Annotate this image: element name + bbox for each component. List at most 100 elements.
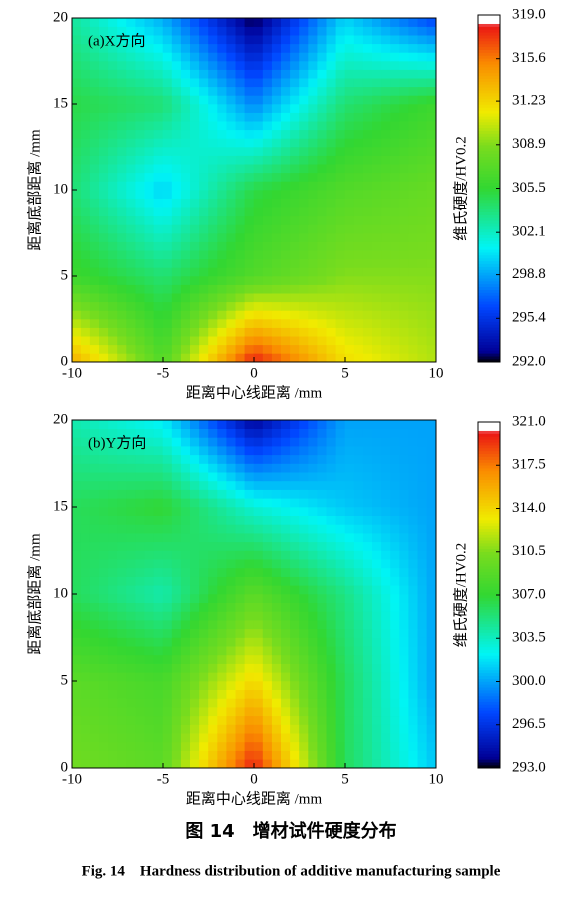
contour-cell	[180, 619, 191, 630]
contour-cell	[390, 198, 400, 208]
contour-cell	[426, 428, 437, 438]
contour-cell	[144, 454, 155, 464]
contour-cell	[108, 602, 118, 612]
contour-cell	[326, 619, 337, 630]
contour-cell	[190, 619, 200, 630]
contour-cell	[89, 301, 100, 311]
contour-cell	[117, 732, 127, 743]
colorbar-swatch	[478, 678, 500, 682]
contour-cell	[271, 95, 282, 105]
contour-cell	[190, 206, 200, 217]
contour-cell	[426, 715, 437, 725]
colorbar-swatch	[478, 441, 500, 446]
contour-cell	[308, 34, 318, 45]
contour-cell	[162, 43, 173, 53]
contour-cell	[135, 353, 146, 363]
contour-cell	[317, 129, 328, 139]
contour-cell	[162, 77, 173, 88]
contour-cell	[153, 663, 164, 673]
contour-cell	[71, 172, 82, 182]
contour-cell	[226, 724, 237, 734]
contour-cell	[299, 267, 309, 277]
contour-cell	[89, 146, 100, 156]
contour-cell	[299, 232, 309, 242]
colorbar-swatch	[478, 689, 500, 694]
contour-cell	[426, 181, 437, 191]
colorbar-tick-label: 298.8	[512, 266, 546, 282]
contour-cell	[89, 489, 100, 499]
contour-cell	[226, 26, 237, 36]
contour-cell	[80, 17, 91, 27]
contour-cell	[271, 611, 282, 621]
contour-cell	[308, 163, 318, 174]
contour-cell	[235, 292, 246, 303]
contour-cell	[144, 576, 155, 586]
colorbar-tick-label: 321.0	[512, 413, 546, 429]
contour-cell	[199, 275, 209, 285]
contour-cell	[190, 284, 200, 294]
colorbar-swatch	[478, 81, 500, 85]
contour-cell	[353, 715, 364, 725]
contour-cell	[253, 602, 264, 612]
contour-cell	[180, 163, 191, 174]
contour-cell	[326, 146, 337, 156]
colorbar-tick-label: 302.1	[512, 224, 546, 240]
contour-cell	[381, 353, 391, 363]
contour-cell	[126, 628, 136, 638]
contour-cell	[399, 602, 409, 612]
contour-cell	[89, 129, 100, 139]
contour-cell	[217, 43, 227, 53]
contour-cell	[326, 645, 337, 656]
contour-cell	[262, 550, 273, 560]
contour-cell	[162, 224, 173, 234]
contour-cell	[208, 663, 218, 673]
contour-cell	[335, 437, 346, 447]
contour-cell	[117, 689, 127, 699]
contour-cell	[199, 335, 209, 346]
contour-cell	[117, 419, 127, 429]
contour-cell	[399, 759, 409, 769]
colorbar-swatch	[478, 266, 500, 270]
contour-cell	[417, 138, 428, 148]
contour-cell	[117, 181, 127, 191]
colorbar-swatch	[478, 586, 500, 590]
contour-cell	[299, 663, 309, 673]
contour-cell	[335, 77, 346, 88]
contour-cell	[71, 267, 82, 277]
contour-cell	[335, 689, 346, 699]
contour-cell	[408, 663, 419, 673]
contour-cell	[89, 550, 100, 560]
contour-cell	[226, 267, 237, 277]
contour-cell	[417, 654, 428, 664]
contour-cell	[317, 189, 328, 199]
contour-cell	[190, 318, 200, 328]
contour-cell	[281, 172, 291, 182]
contour-cell	[144, 602, 155, 612]
contour-cell	[362, 628, 373, 638]
contour-cell	[399, 155, 409, 165]
colorbar-swatch	[478, 69, 500, 74]
contour-cell	[344, 445, 355, 456]
contour-cell	[317, 706, 328, 717]
contour-cell	[208, 232, 218, 242]
contour-cell	[271, 541, 282, 551]
colorbar-swatch	[478, 508, 500, 512]
contour-cell	[253, 558, 264, 569]
contour-cell	[399, 732, 409, 743]
contour-cell	[89, 480, 100, 490]
contour-cell	[417, 189, 428, 199]
contour-cell	[162, 463, 173, 473]
contour-cell	[362, 301, 373, 311]
contour-cell	[171, 541, 182, 551]
contour-cell	[226, 172, 237, 182]
contour-cell	[126, 267, 136, 277]
contour-cell	[308, 95, 318, 105]
contour-cell	[89, 672, 100, 682]
contour-cell	[308, 567, 318, 577]
contour-cell	[162, 680, 173, 690]
contour-cell	[417, 26, 428, 36]
contour-cell	[108, 249, 118, 260]
contour-cell	[190, 69, 200, 79]
contour-cell	[271, 198, 282, 208]
contour-cell	[326, 558, 337, 569]
